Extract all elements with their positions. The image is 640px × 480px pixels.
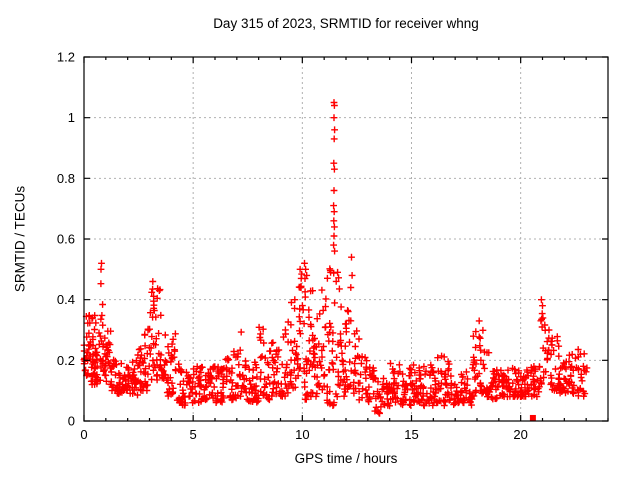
x-tick-label: 0 xyxy=(80,427,87,442)
flag-marker xyxy=(529,414,536,421)
y-tick-label: 1 xyxy=(68,110,75,125)
y-tick-label: 0.2 xyxy=(57,353,75,368)
x-tick-label: 5 xyxy=(190,427,197,442)
x-tick-label: 15 xyxy=(404,427,418,442)
y-tick-label: 0.8 xyxy=(57,171,75,186)
chart-title: Day 315 of 2023, SRMTID for receiver whn… xyxy=(213,16,479,31)
x-tick-label: 20 xyxy=(513,427,527,442)
y-tick-label: 0.6 xyxy=(57,232,75,247)
srmtid-scatter xyxy=(80,99,591,417)
y-tick-label: 0 xyxy=(68,414,75,429)
x-axis-label: GPS time / hours xyxy=(294,451,398,466)
y-tick-label: 0.4 xyxy=(57,292,75,307)
x-tick-label: 10 xyxy=(295,427,309,442)
y-tick-label: 1.2 xyxy=(57,50,75,65)
